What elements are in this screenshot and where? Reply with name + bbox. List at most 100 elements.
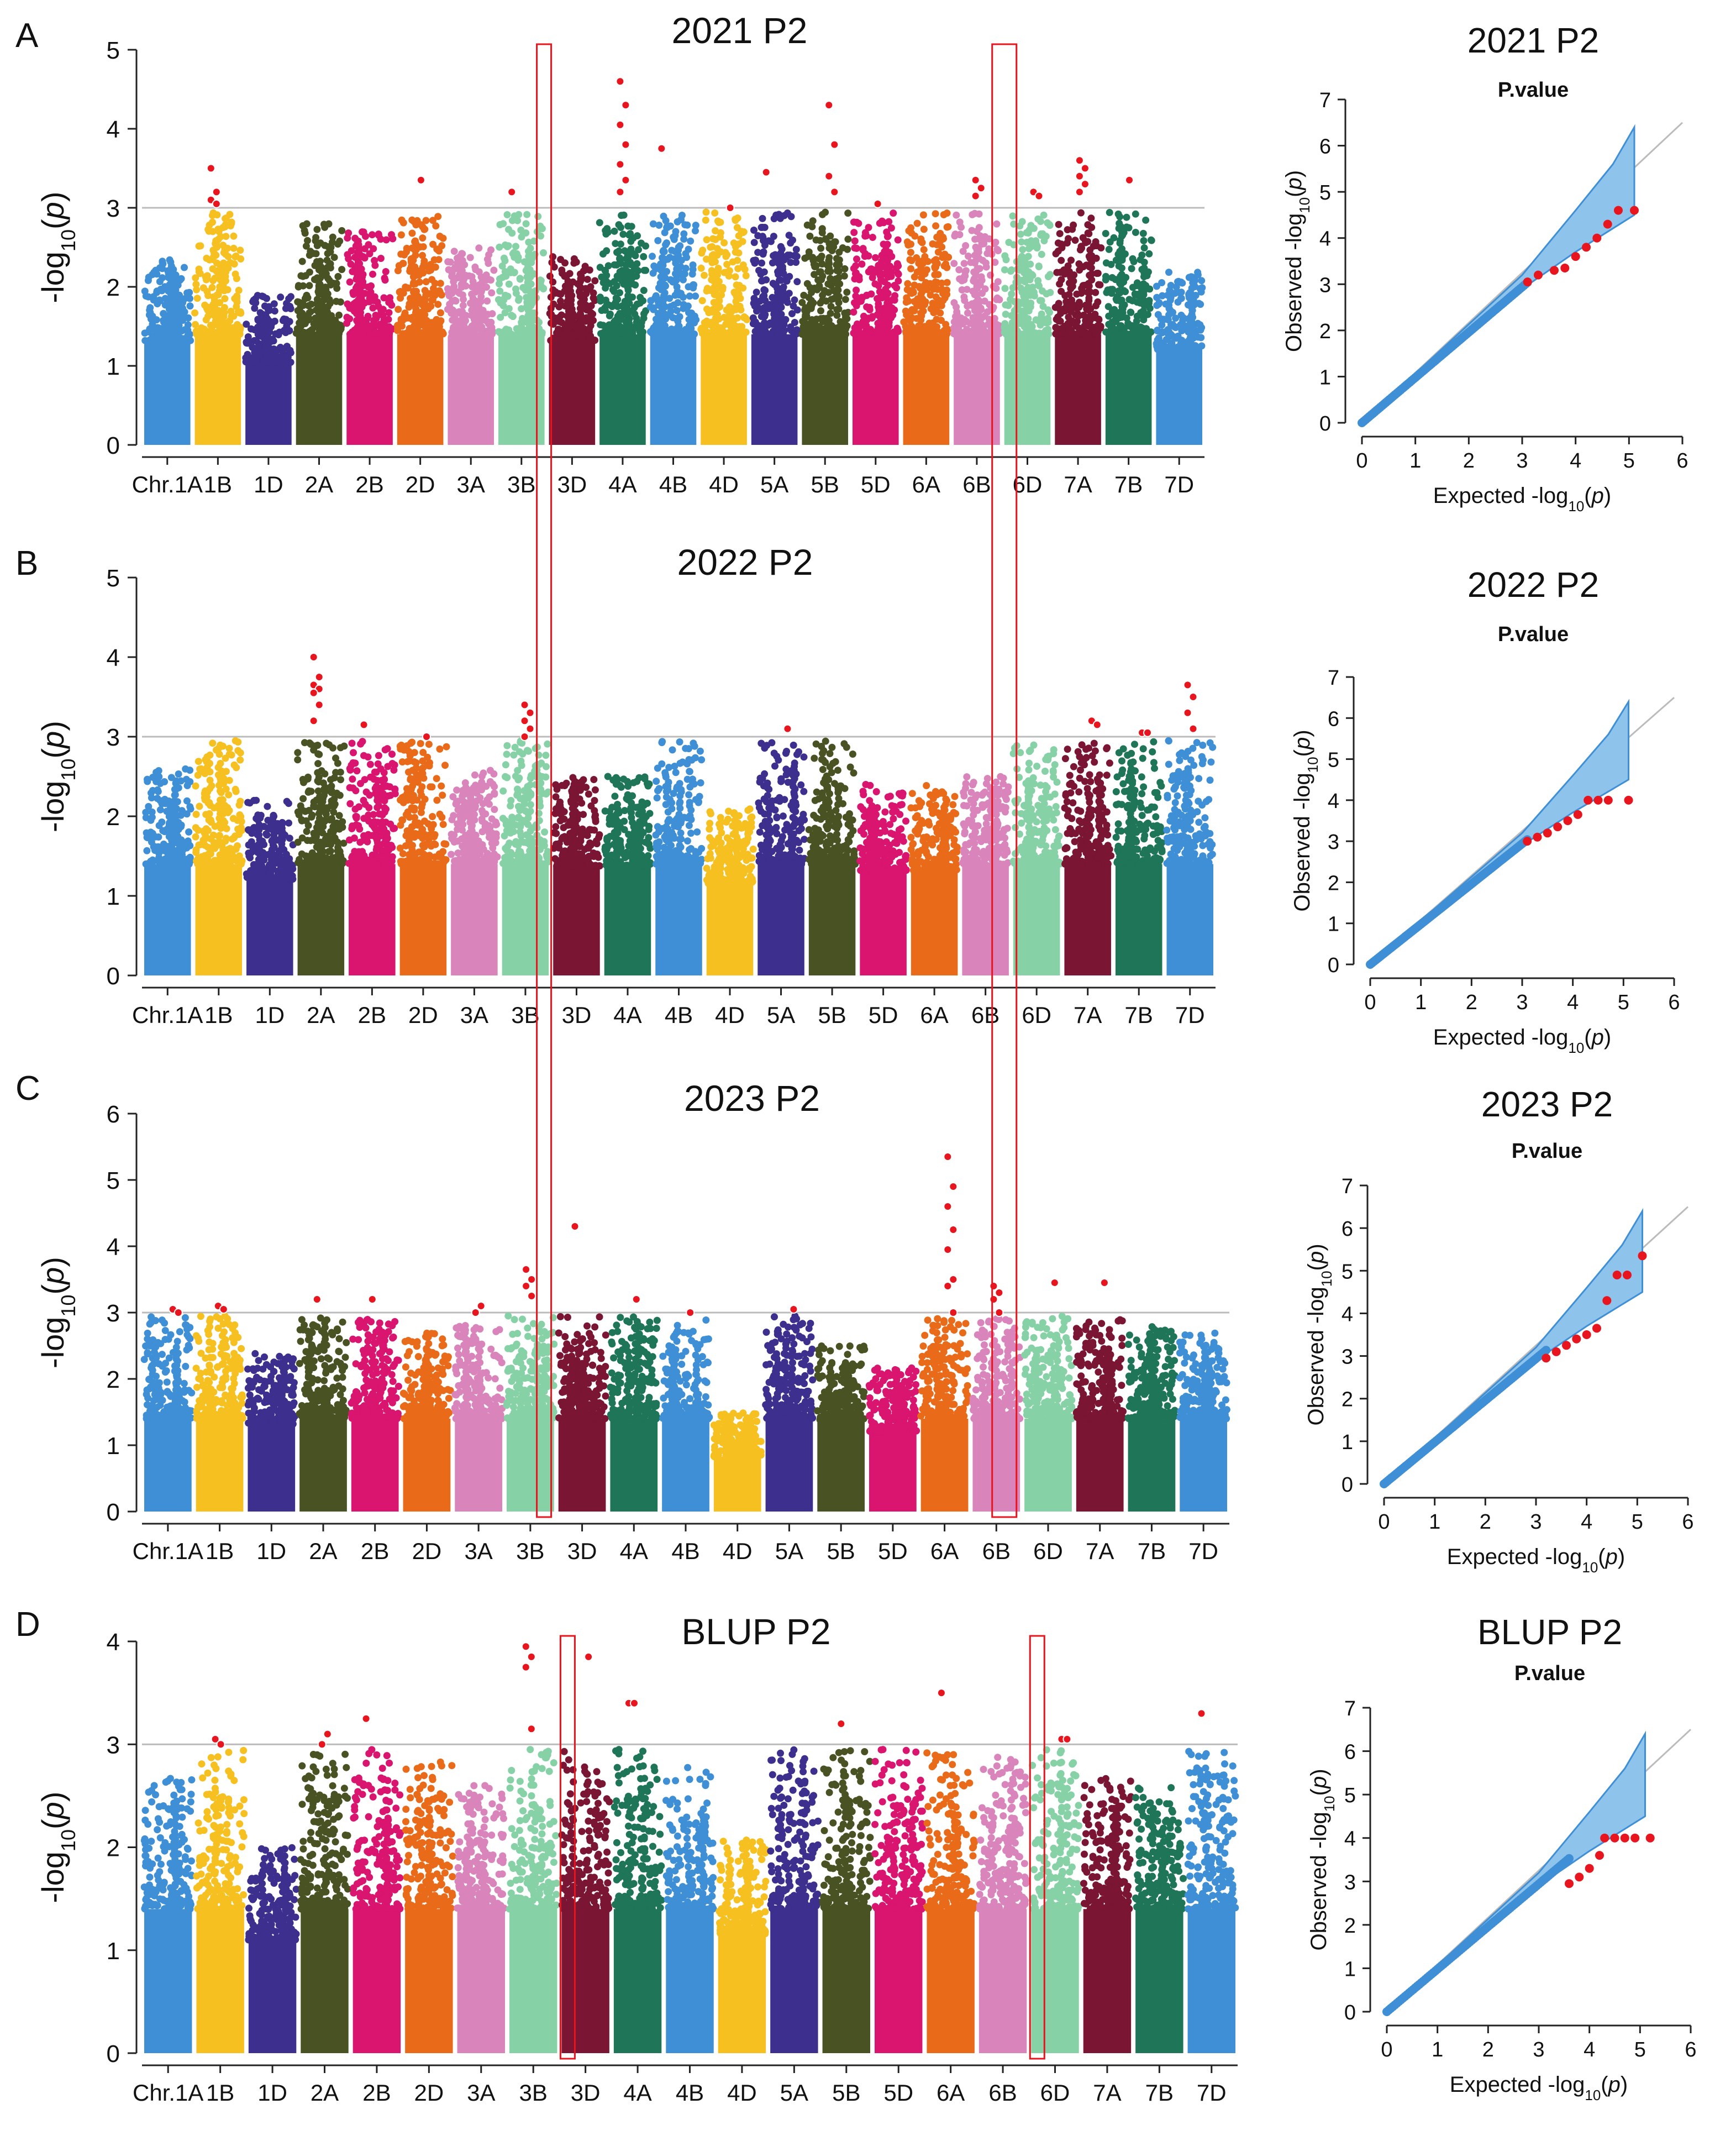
snp-point	[976, 281, 984, 289]
significant-snp	[212, 187, 221, 197]
snp-point	[978, 240, 986, 248]
snp-point	[750, 227, 757, 234]
snp-point	[1027, 260, 1034, 268]
snp-point	[173, 798, 181, 806]
snp-point	[421, 225, 429, 233]
snp-point	[586, 325, 593, 333]
snp-point	[778, 324, 786, 332]
snp-point	[275, 329, 282, 337]
snp-point	[1086, 312, 1094, 320]
snp-point	[313, 242, 321, 249]
chromosome-body	[144, 340, 191, 445]
snp-point	[324, 243, 332, 250]
snp-point	[714, 304, 722, 312]
snp-point	[956, 316, 964, 323]
snp-point	[1165, 269, 1172, 276]
snp-point	[835, 248, 843, 256]
snp-point	[217, 741, 224, 749]
snp-point	[195, 841, 203, 849]
snp-point	[147, 816, 155, 824]
snp-point	[1070, 221, 1077, 229]
snp-point	[626, 276, 634, 284]
y-tick-label: 5	[107, 37, 120, 64]
x-tick-label: 2D	[406, 471, 435, 497]
snp-point	[497, 299, 504, 307]
snp-point	[979, 290, 986, 297]
snp-point	[236, 308, 244, 316]
snp-point	[625, 300, 633, 307]
snp-point	[173, 805, 180, 812]
snp-point	[194, 772, 202, 779]
snp-point	[779, 317, 787, 324]
snp-point	[208, 284, 216, 291]
snp-point	[715, 219, 723, 226]
snp-point	[1137, 323, 1145, 331]
snp-point	[1153, 342, 1161, 350]
snp-point	[514, 217, 522, 224]
snp-point	[215, 815, 223, 822]
snp-point	[1017, 230, 1024, 238]
snp-point	[149, 312, 156, 320]
snp-point	[1140, 237, 1148, 244]
snp-point	[672, 259, 680, 267]
snp-point	[1024, 229, 1032, 237]
significant-snp	[1080, 164, 1090, 173]
snp-point	[932, 210, 939, 218]
snp-point	[301, 295, 309, 302]
snp-point	[735, 232, 743, 240]
snp-point	[278, 825, 286, 832]
snp-point	[1108, 274, 1116, 281]
snp-point	[713, 245, 721, 253]
snp-point	[1117, 281, 1125, 288]
snp-point	[918, 239, 926, 246]
chromosome-body	[1105, 334, 1152, 445]
snp-point	[1019, 246, 1027, 254]
snp-point	[834, 286, 842, 294]
chromosome-body	[144, 864, 191, 975]
snp-point	[993, 220, 1001, 228]
snp-point	[431, 280, 439, 287]
snp-point	[777, 290, 785, 298]
snp-point	[674, 299, 682, 307]
x-tick-label: 2B	[355, 471, 383, 497]
snp-point	[853, 255, 860, 263]
snp-point	[171, 791, 179, 799]
snp-point	[1142, 216, 1150, 224]
snp-point	[523, 318, 531, 326]
snp-point	[174, 860, 182, 868]
snp-point	[429, 217, 436, 224]
snp-point	[1085, 294, 1093, 302]
snp-point	[640, 253, 648, 260]
snp-point	[881, 278, 888, 286]
snp-point	[1007, 296, 1014, 303]
significant-snp	[616, 120, 625, 129]
snp-point	[841, 296, 849, 303]
snp-point	[740, 313, 748, 321]
significant-snp	[725, 203, 735, 212]
snp-point	[450, 265, 458, 273]
snp-point	[522, 229, 530, 237]
snp-point	[627, 238, 635, 245]
significant-snp	[971, 175, 980, 185]
snp-point	[732, 248, 739, 256]
snp-point	[1108, 290, 1116, 297]
snp-point	[1102, 230, 1109, 237]
snp-point	[210, 330, 217, 338]
snp-point	[203, 254, 211, 262]
snp-point	[555, 303, 563, 311]
snp-point	[555, 326, 563, 333]
snp-point	[244, 339, 252, 347]
snp-point	[945, 254, 953, 261]
chromosome-body	[853, 334, 899, 445]
snp-point	[780, 283, 787, 291]
snp-point	[211, 321, 218, 329]
snp-point	[761, 224, 769, 231]
snp-point	[366, 250, 373, 258]
snp-point	[921, 281, 929, 288]
snp-point	[1108, 330, 1116, 338]
snp-point	[222, 250, 229, 258]
snp-point	[1018, 238, 1025, 246]
y-tick-label: 2	[107, 804, 120, 831]
snp-point	[733, 224, 741, 232]
snp-point	[557, 256, 565, 263]
